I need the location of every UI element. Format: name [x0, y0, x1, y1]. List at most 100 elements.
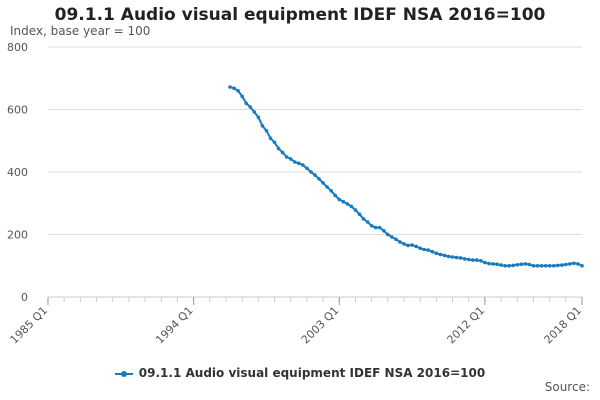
data-point	[373, 225, 378, 230]
data-point	[430, 249, 435, 254]
data-point	[317, 177, 321, 181]
data-point	[446, 254, 451, 259]
y-tick-label: 200	[7, 229, 28, 242]
chart-legend[interactable]: 09.1.1 Audio visual equipment IDEF NSA 2…	[0, 366, 600, 380]
data-point	[418, 246, 423, 251]
legend-series-label: 09.1.1 Audio visual equipment IDEF NSA 2…	[138, 366, 486, 380]
x-tick-label: 1985 Q1	[8, 304, 51, 347]
data-point	[483, 260, 487, 265]
data-point	[260, 124, 265, 128]
data-point	[256, 115, 261, 120]
y-tick-label: 600	[7, 104, 28, 117]
data-point	[519, 262, 524, 267]
data-point	[349, 204, 354, 209]
data-point	[264, 129, 269, 133]
series-line-0	[229, 86, 583, 267]
data-point	[531, 264, 536, 268]
data-point	[410, 243, 414, 247]
data-point	[434, 251, 439, 256]
data-point	[301, 163, 305, 167]
data-point	[576, 262, 580, 266]
chart-title: 09.1.1 Audio visual equipment IDEF NSA 2…	[54, 5, 546, 25]
data-point	[568, 262, 572, 266]
data-point	[402, 242, 406, 246]
data-point	[511, 263, 515, 268]
x-tick-label: 2003 Q1	[299, 304, 342, 347]
data-point	[458, 256, 463, 260]
legend-series-marker	[114, 370, 133, 377]
data-point	[252, 110, 257, 114]
data-point	[353, 208, 358, 212]
data-point	[580, 264, 584, 268]
data-point	[369, 224, 374, 228]
data-point	[361, 217, 366, 221]
data-point	[280, 150, 285, 155]
data-point	[329, 189, 334, 193]
x-tick-label: 2012 Q1	[444, 304, 487, 347]
data-point	[523, 262, 528, 266]
data-point	[305, 166, 309, 171]
data-point	[527, 262, 532, 267]
data-point	[479, 259, 483, 263]
data-point	[475, 258, 479, 262]
data-point	[414, 244, 418, 249]
data-point	[422, 247, 427, 252]
data-point	[240, 94, 244, 99]
data-point	[288, 157, 293, 161]
data-point	[450, 255, 455, 259]
data-point	[382, 229, 386, 233]
data-point	[248, 105, 253, 109]
chart-source: Source:	[544, 380, 590, 394]
data-point	[535, 264, 540, 268]
data-point	[293, 160, 297, 164]
data-point	[426, 248, 431, 252]
data-point	[345, 202, 350, 206]
data-point	[297, 161, 301, 166]
y-tick-label: 800	[7, 41, 28, 54]
data-point	[503, 264, 507, 268]
data-point	[337, 197, 342, 202]
data-point	[442, 253, 447, 258]
data-point	[551, 264, 556, 268]
data-point	[232, 86, 236, 91]
data-point	[539, 264, 544, 268]
data-point	[341, 199, 346, 204]
chart-subtitle: Index, base year = 100	[10, 24, 151, 38]
data-point	[333, 193, 338, 198]
data-point	[560, 263, 564, 267]
data-point	[515, 263, 520, 267]
data-point	[564, 262, 568, 267]
data-point	[398, 240, 402, 244]
data-point	[462, 257, 467, 261]
data-point	[228, 85, 232, 89]
data-point	[454, 255, 459, 260]
x-tick-label: 1994 Q1	[153, 304, 196, 347]
data-point	[357, 212, 362, 216]
data-point	[471, 258, 475, 262]
y-tick-label: 400	[7, 166, 28, 179]
data-point	[325, 185, 329, 189]
data-point	[572, 261, 576, 266]
data-point	[390, 235, 394, 239]
data-point	[499, 263, 503, 267]
data-point	[466, 257, 471, 262]
data-point	[377, 225, 382, 230]
data-point	[272, 140, 277, 145]
data-point	[276, 146, 281, 151]
data-point	[244, 101, 248, 106]
data-point	[309, 170, 313, 174]
data-point	[491, 262, 495, 266]
data-point	[386, 232, 390, 237]
data-point	[394, 237, 398, 241]
data-point	[543, 264, 548, 268]
data-point	[487, 261, 491, 266]
data-point	[321, 181, 325, 185]
y-tick-label: 0	[21, 291, 28, 304]
data-point	[406, 243, 410, 248]
data-point	[268, 136, 273, 141]
data-point	[365, 220, 370, 224]
legend-series-dot	[120, 370, 127, 377]
data-point	[507, 264, 512, 268]
